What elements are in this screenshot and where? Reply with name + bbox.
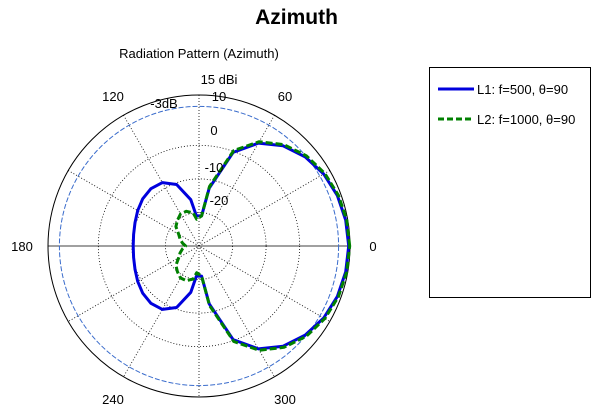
angle-tick-label: 180 <box>11 239 33 254</box>
radial-tick-label: -10 <box>205 160 224 175</box>
angle-tick-label: 240 <box>102 392 124 407</box>
legend-item-l1: L1: f=500, θ=90 <box>438 80 568 98</box>
threshold-circle <box>58 105 340 387</box>
figure-title: Azimuth <box>255 6 338 29</box>
series-line-2 <box>174 140 352 352</box>
legend-item-l2: L2: f=1000, θ=90 <box>438 110 575 128</box>
legend-line-l1 <box>438 87 474 91</box>
series-layer <box>131 140 352 352</box>
radial-tick-label: 0 <box>210 123 217 138</box>
legend-label-l1: L1: f=500, θ=90 <box>477 81 569 97</box>
angle-tick-label: 0 <box>369 239 376 254</box>
legend-line-l2 <box>438 117 474 121</box>
radial-tick-label: 15 dBi <box>201 72 238 87</box>
threshold-label: -3dB <box>150 96 177 111</box>
angle-tick-label: 120 <box>102 89 124 104</box>
legend: L1: f=500, θ=90 L2: f=1000, θ=90 <box>429 67 591 298</box>
plot-title: Radiation Pattern (Azimuth) <box>119 46 279 61</box>
polar-grid <box>47 94 351 398</box>
legend-label-l2: L2: f=1000, θ=90 <box>477 111 576 127</box>
grid-spoke <box>68 170 330 322</box>
radial-tick-label: 10 <box>212 89 226 104</box>
angle-tick-label: 60 <box>278 89 292 104</box>
tick-labels: 0 60 120 180 240 300 15 dBi 10 0 -10 -20 -3dB <box>11 72 376 407</box>
angle-tick-label: 300 <box>274 392 296 407</box>
radial-tick-label: -20 <box>210 193 229 208</box>
threshold-ring <box>58 105 340 387</box>
